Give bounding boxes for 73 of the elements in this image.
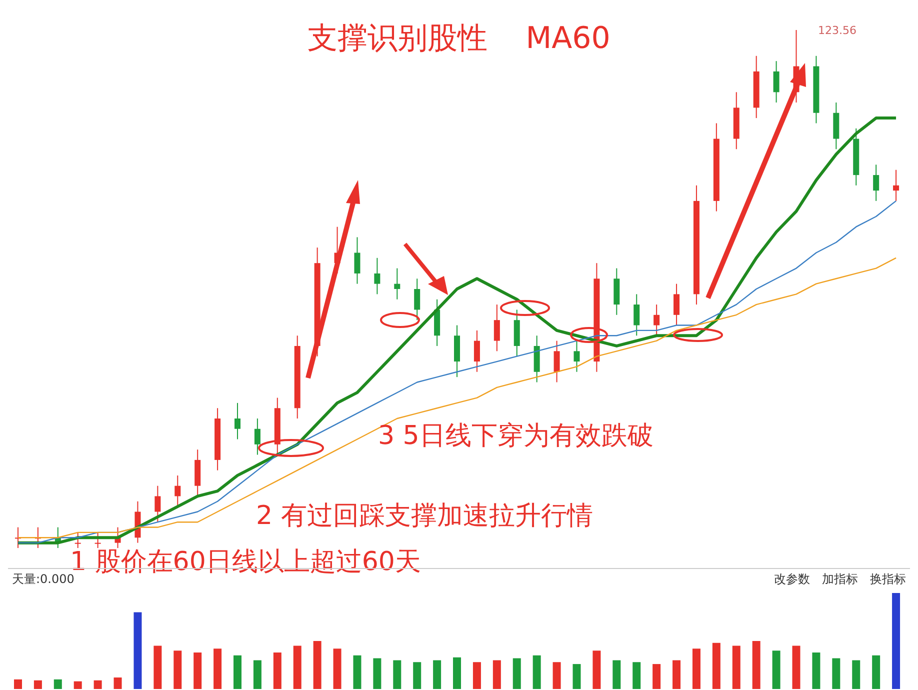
candlestick bbox=[574, 340, 580, 372]
bar bbox=[572, 664, 581, 689]
candlestick bbox=[74, 532, 81, 548]
bar bbox=[393, 660, 402, 689]
annotation: 3 5日线下穿为有效跌破 bbox=[378, 420, 654, 453]
bar bbox=[353, 655, 362, 689]
annotation: 123.56 bbox=[818, 24, 856, 37]
text: 加指标 bbox=[822, 570, 858, 588]
bar bbox=[134, 612, 142, 689]
bar bbox=[373, 658, 382, 689]
bar bbox=[652, 664, 661, 689]
bar bbox=[772, 650, 780, 689]
bar bbox=[94, 680, 102, 689]
candlestick bbox=[494, 304, 500, 352]
bar bbox=[852, 660, 860, 689]
bar bbox=[74, 681, 82, 689]
bar bbox=[732, 646, 740, 689]
bar bbox=[512, 658, 521, 689]
candlestick bbox=[634, 294, 640, 336]
bar bbox=[492, 660, 501, 689]
bar bbox=[792, 646, 800, 689]
bar bbox=[54, 679, 62, 689]
bar bbox=[194, 652, 202, 689]
annotation: 2 有过回踩支撑加速拉升行情 bbox=[256, 500, 593, 533]
bar bbox=[692, 648, 700, 689]
bar bbox=[253, 660, 262, 689]
bar bbox=[413, 662, 422, 689]
bar bbox=[214, 648, 222, 689]
bar bbox=[313, 641, 322, 689]
bar bbox=[333, 648, 342, 689]
bar bbox=[832, 658, 840, 689]
bar bbox=[14, 679, 22, 689]
bar bbox=[433, 660, 442, 689]
candlestick bbox=[654, 304, 660, 336]
text: 改参数 bbox=[774, 570, 810, 588]
candlestick bbox=[234, 402, 240, 440]
candlestick bbox=[94, 532, 101, 548]
candlestick bbox=[174, 474, 181, 508]
candlestick bbox=[414, 278, 420, 321]
candlestick bbox=[674, 283, 680, 326]
bar bbox=[273, 652, 282, 689]
text: 天量:0.000 bbox=[12, 570, 74, 588]
bar bbox=[34, 680, 42, 689]
candlestick bbox=[154, 485, 161, 523]
bar bbox=[472, 662, 481, 689]
bar bbox=[174, 650, 182, 689]
candlestick bbox=[474, 330, 480, 372]
bar bbox=[114, 677, 122, 689]
bar bbox=[892, 593, 900, 689]
candlestick bbox=[254, 418, 260, 456]
bar bbox=[154, 646, 162, 689]
candlestick bbox=[394, 268, 400, 300]
bar bbox=[592, 650, 601, 689]
bar bbox=[712, 642, 720, 689]
bar bbox=[632, 662, 641, 689]
bar bbox=[812, 652, 820, 689]
text: 换指标 bbox=[870, 570, 906, 588]
bar bbox=[872, 655, 880, 689]
bar bbox=[453, 657, 462, 689]
bar bbox=[234, 655, 242, 689]
candlestick bbox=[354, 236, 360, 284]
bar bbox=[752, 641, 760, 689]
candlestick bbox=[893, 169, 900, 202]
candlestick bbox=[873, 164, 880, 202]
candlestick bbox=[554, 340, 560, 383]
bar bbox=[672, 660, 681, 689]
bar bbox=[612, 660, 621, 689]
bar bbox=[293, 646, 302, 689]
chart-title: 支撑识别股性 MA60 bbox=[308, 21, 610, 56]
bar bbox=[532, 655, 541, 689]
bar bbox=[552, 662, 561, 689]
candlestick bbox=[773, 60, 780, 104]
candlestick bbox=[374, 257, 380, 295]
